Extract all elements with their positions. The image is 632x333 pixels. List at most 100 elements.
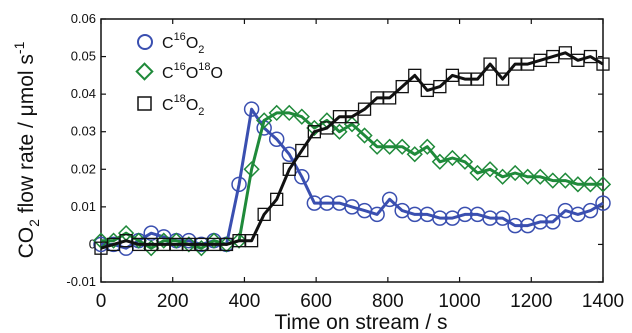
y-tick-label: 0.04	[71, 86, 96, 101]
data-point-square	[357, 102, 372, 116]
plot-frame	[100, 18, 604, 283]
legend-label-c16o2: C16O2	[162, 31, 204, 56]
data-point-circle	[432, 210, 448, 226]
x-tick-label: 1200	[510, 291, 552, 312]
x-tick-label: 200	[157, 291, 189, 312]
data-point-diamond	[444, 149, 461, 167]
x-axis: 0 200 400 600 800 1000 1200 1400	[96, 19, 624, 312]
series-diamond	[92, 104, 612, 257]
legend-item-c16o18o: C16O18O	[135, 61, 223, 82]
data-point-square	[408, 68, 422, 83]
data-point-diamond	[569, 176, 587, 193]
y-tick-label: 0.02	[71, 161, 96, 176]
data-point-diamond	[293, 108, 310, 125]
y-tick-label: -0.01	[66, 274, 96, 289]
y-tick-label: 0.01	[71, 199, 96, 214]
series-line	[100, 51, 604, 250]
data-point-diamond	[494, 168, 511, 185]
data-point-circle	[369, 206, 385, 223]
data-point-diamond	[230, 232, 248, 249]
data-point-diamond	[469, 164, 486, 182]
data-point-circle	[595, 195, 611, 211]
data-point-diamond	[394, 138, 411, 155]
data-point-square	[596, 57, 610, 71]
series-line	[101, 111, 603, 250]
legend: C16O2 C16O18O C18O2	[135, 31, 223, 118]
data-point-square	[495, 72, 510, 86]
data-point-square	[320, 121, 334, 135]
data-point-circle	[381, 191, 398, 208]
data-point-circle	[494, 210, 511, 226]
data-point-diamond	[582, 176, 599, 193]
data-point-circle	[407, 206, 423, 223]
data-point-diamond	[117, 225, 135, 242]
data-point-diamond	[519, 168, 536, 185]
legend-marker-diamond	[135, 62, 154, 81]
data-point-square	[244, 234, 259, 248]
data-point-diamond	[256, 112, 273, 129]
data-point-square	[257, 207, 271, 222]
x-tick-label: 600	[300, 291, 332, 312]
data-point-diamond	[368, 138, 386, 155]
data-point-circle	[482, 210, 498, 226]
x-axis-title: Time on stream / s	[274, 311, 447, 333]
data-point-square	[470, 72, 485, 86]
data-point-circle	[231, 176, 247, 193]
legend-item-c16o2: C16O2	[137, 31, 204, 56]
data-point-square	[583, 49, 598, 64]
series-layer	[92, 46, 612, 257]
data-point-diamond	[532, 168, 549, 185]
data-point-diamond	[431, 153, 448, 170]
y-tick-label: 0.05	[71, 49, 96, 64]
data-point-diamond	[343, 116, 361, 133]
data-point-diamond	[92, 232, 110, 249]
data-point-diamond	[544, 172, 561, 189]
data-point-circle	[457, 206, 473, 223]
x-tick-label: 400	[229, 291, 261, 312]
data-point-square	[558, 46, 572, 60]
x-tick-label: 1000	[438, 291, 480, 312]
data-point-diamond	[243, 161, 260, 178]
data-point-circle	[319, 195, 335, 211]
data-point-square	[395, 79, 409, 94]
y-tick-label: 0	[89, 236, 96, 251]
y-axis: -0.01 0 0.01 0.02 0.03 0.04 0.05 0.06	[66, 11, 603, 289]
data-point-diamond	[331, 123, 348, 140]
data-point-diamond	[419, 138, 436, 155]
data-point-circle	[294, 169, 310, 185]
data-point-diamond	[557, 172, 574, 189]
data-point-circle	[507, 217, 523, 234]
data-point-circle	[545, 214, 561, 230]
data-point-diamond	[507, 164, 524, 182]
data-point-square	[345, 110, 359, 124]
data-point-square	[282, 162, 296, 176]
y-axis-title: CO2 flow rate / μmol s-1	[11, 41, 42, 258]
data-point-square	[433, 79, 447, 94]
data-point-circle	[306, 195, 323, 211]
legend-marker-circle	[137, 34, 153, 50]
series-square	[94, 46, 610, 255]
data-point-square	[295, 143, 309, 158]
data-point-diamond	[218, 236, 235, 253]
data-point-diamond	[180, 236, 197, 253]
data-point-square	[270, 192, 284, 206]
y-tick-label: 0.03	[71, 124, 96, 139]
series-line	[101, 107, 604, 250]
data-point-circle	[243, 101, 260, 117]
y-tick-label: 0.06	[71, 11, 96, 26]
data-point-diamond	[268, 104, 285, 122]
x-tick-label: 800	[372, 291, 404, 312]
data-point-square	[483, 57, 497, 71]
data-point-square	[382, 91, 397, 105]
data-point-circle	[582, 202, 599, 219]
x-tick-label: 1400	[582, 291, 624, 312]
legend-item-c18o2: C18O2	[137, 93, 204, 118]
data-point-diamond	[406, 146, 423, 163]
legend-marker-square	[137, 96, 152, 111]
data-point-diamond	[281, 104, 298, 122]
data-point-diamond	[481, 161, 499, 178]
data-point-diamond	[456, 153, 474, 170]
legend-label-c18o2: C18O2	[162, 93, 204, 118]
data-point-circle	[532, 214, 548, 230]
